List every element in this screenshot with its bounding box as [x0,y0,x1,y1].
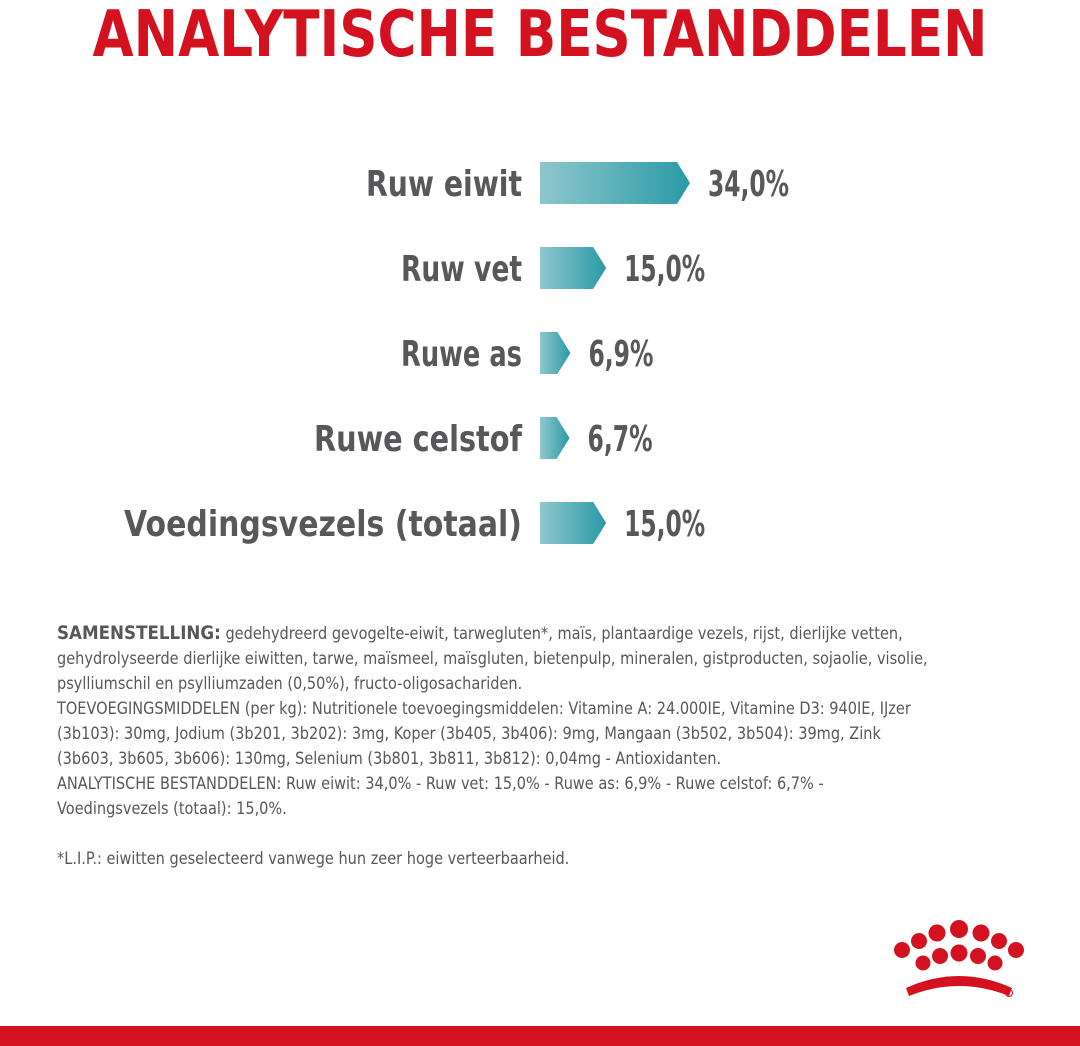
composition-additives: TOEVOEGINGSMIDDELEN (per kg): Nutritione… [57,699,911,768]
nutrient-bar-chart: Ruw eiwit 34,0% Ruw vet 15,0% Ruwe as 6,9% Ruw… [124,162,789,545]
brand-bottom-bar [0,1026,1080,1046]
category-label-ruw-vet: Ruw vet [401,249,522,290]
crown-icon [894,920,1024,997]
bar-ruwe-celstof [540,417,570,459]
bar-voedingsvezels-totaal [540,502,607,544]
composition-ingredients: gedehydreerd gevogelte-eiwit, tarweglute… [57,624,928,693]
category-label-voedingsvezels-totaal: Voedingsvezels (totaal) [124,504,522,545]
value-label-ruwe-as: 6,9% [588,334,653,375]
bar-ruwe-as [540,332,571,374]
footnote: *L.I.P.: eiwitten geselecteerd vanwege h… [57,849,570,868]
value-label-ruw-eiwit: 34,0% [708,164,789,205]
composition-heading: SAMENSTELLING: [57,622,221,644]
category-label-ruw-eiwit: Ruw eiwit [366,164,522,205]
composition-analytical: ANALYTISCHE BESTANDDELEN: Ruw eiwit: 34,… [57,774,824,818]
composition-paragraph: SAMENSTELLING: gedehydreerd gevogelte-ei… [57,621,937,696]
bar-ruw-eiwit [540,162,690,204]
composition-text: SAMENSTELLING: gedehydreerd gevogelte-ei… [57,621,937,871]
value-label-ruw-vet: 15,0% [624,249,705,290]
value-label-ruwe-celstof: 6,7% [588,419,653,460]
category-label-ruwe-as: Ruwe as [401,334,522,375]
category-label-ruwe-celstof: Ruwe celstof [314,419,522,460]
page-title: ANALYTISCHE BESTANDDELEN [92,0,988,72]
bar-ruw-vet [540,247,607,289]
value-label-voedingsvezels-totaal: 15,0% [624,504,705,545]
